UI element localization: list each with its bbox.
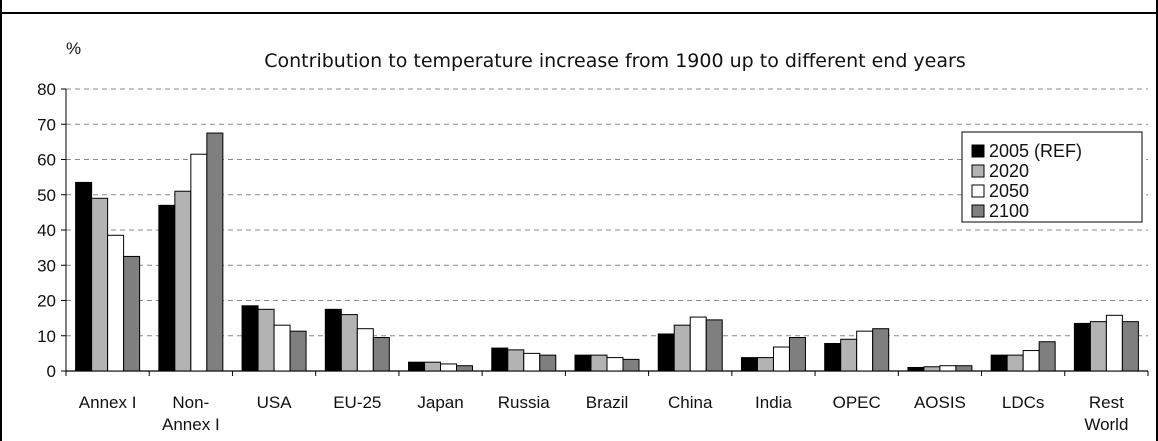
category-label: India [755,393,792,412]
bar-2020 [507,349,525,372]
bar-2005-ref- [1073,322,1091,372]
category-label: OPEC [833,393,881,412]
bar-2005-ref- [491,347,509,372]
bar-2020 [1006,354,1024,372]
bar-2100 [206,132,224,372]
bar-2020 [590,354,608,372]
bar-2100 [123,255,141,372]
bar-2020 [174,190,192,372]
category-label: Rest World [1084,393,1128,434]
category-label: LDCs [1002,393,1045,412]
category-label: Brazil [586,393,629,412]
bar-2050 [1022,350,1040,372]
bar-2005-ref- [824,343,842,372]
y-tick-label: 0 [47,362,56,381]
bar-2005-ref- [75,181,93,372]
bar-2100 [788,337,806,372]
y-tick-label: 80 [37,80,56,99]
bar-2005-ref- [241,305,259,372]
bar-2050 [772,346,790,372]
category-label: Annex I [79,393,137,412]
legend-swatch [971,164,985,178]
bar-2005-ref- [990,354,1008,372]
bar-2050 [440,363,458,372]
bar-2100 [1038,341,1056,372]
bar-2020 [673,324,691,372]
bar-2050 [689,316,707,372]
y-tick-label: 30 [37,256,56,275]
legend-box [961,131,1143,223]
y-tick-label: 40 [37,221,56,240]
bar-2020 [257,308,275,372]
legend-label: 2005 (REF) [989,141,1082,161]
bar-2100 [622,358,640,372]
y-tick-label: 10 [37,327,56,346]
bar-2050 [856,330,874,372]
bar-2005-ref- [740,357,758,372]
y-tick-label: 50 [37,186,56,205]
bar-2020 [424,361,442,372]
legend-label: 2020 [989,161,1029,181]
bar-2050 [606,357,624,372]
bar-2050 [107,234,125,372]
bar-2020 [756,357,774,372]
bar-2050 [1105,314,1123,372]
y-tick-label: 70 [37,115,56,134]
legend-swatch [971,144,985,158]
y-tick-label: 60 [37,151,56,170]
bar-2020 [923,366,941,372]
category-label: China [668,393,713,412]
category-label: Japan [417,393,463,412]
bar-2005-ref- [907,366,925,372]
category-label: Non-Annex I [162,393,220,434]
bar-2005-ref- [324,308,342,372]
bar-2050 [273,324,291,372]
bar-2020 [1089,321,1107,372]
chart-title: Contribution to temperature increase fro… [264,50,965,72]
bars [75,132,1139,372]
top-border-line [0,12,1158,14]
bar-2020 [340,314,358,372]
bar-2100 [955,365,973,372]
bar-2050 [523,352,541,372]
bar-2100 [705,319,723,372]
bar-2050 [939,365,957,372]
bar-2100 [456,365,474,372]
bar-2005-ref- [408,361,426,372]
bar-2020 [91,197,109,372]
category-label: AOSIS [914,393,966,412]
bar-2005-ref- [574,354,592,372]
bar-2020 [840,338,858,372]
legend-swatch [971,184,985,198]
legend-swatch [971,204,985,218]
category-labels: Annex I Non-Annex I USA EU-25 Japan Russia Bra… [79,393,1129,434]
bar-2100 [289,330,307,372]
legend-label: 2050 [989,181,1029,201]
legend-label: 2100 [989,201,1029,221]
y-tick-label: 20 [37,292,56,311]
bar-2100 [872,328,890,372]
bar-2005-ref- [657,333,675,372]
bar-2050 [356,328,374,372]
bar-2050 [190,153,208,372]
bar-2100 [372,337,390,372]
category-label: EU-25 [333,393,381,412]
category-label: USA [257,393,293,412]
bar-2100 [1121,321,1139,372]
y-axis-unit-label: % [66,39,81,58]
bar-2100 [539,354,557,372]
bar-2005-ref- [158,204,176,372]
category-label: Russia [498,393,551,412]
